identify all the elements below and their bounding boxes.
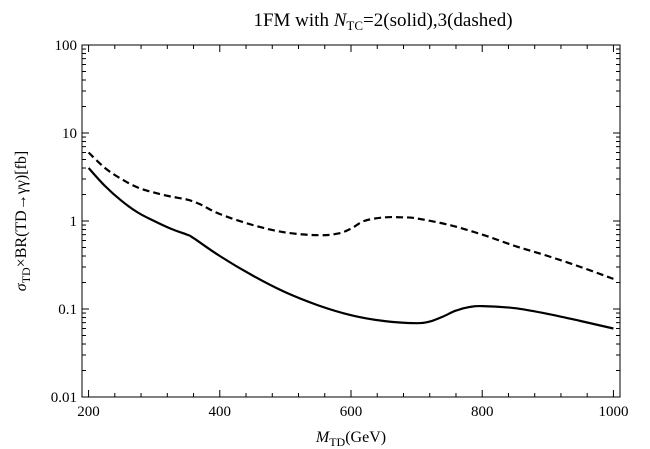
x-tick-label: 600: [340, 404, 363, 420]
x-tick-label: 800: [471, 404, 494, 420]
x-axis-label: MTD(GeV): [315, 429, 386, 449]
plot-frame: [81, 44, 621, 398]
series-lines: [87, 151, 614, 330]
x-tick-label: 400: [209, 404, 232, 420]
series-line-solid: [87, 167, 614, 330]
y-tick-label: 0.01: [51, 390, 77, 406]
chart-title: 1FM with NTC=2(solid),3(dashed): [253, 10, 512, 33]
axis-ticks: [82, 44, 620, 398]
x-tick-label: 1000: [598, 404, 628, 420]
y-tick-label: 1: [70, 214, 78, 230]
series-line-dashed: [87, 151, 614, 280]
y-tick-label: 0.1: [58, 302, 77, 318]
y-axis-label: σTD×BR(TD→γγ)[fb]: [13, 151, 33, 291]
y-tick-label: 100: [55, 38, 78, 54]
y-tick-label: 10: [62, 126, 77, 142]
tick-labels: 200 400 600 800 1000 0.01 0.1 1 10 100: [51, 38, 629, 420]
x-tick-label: 200: [77, 404, 100, 420]
